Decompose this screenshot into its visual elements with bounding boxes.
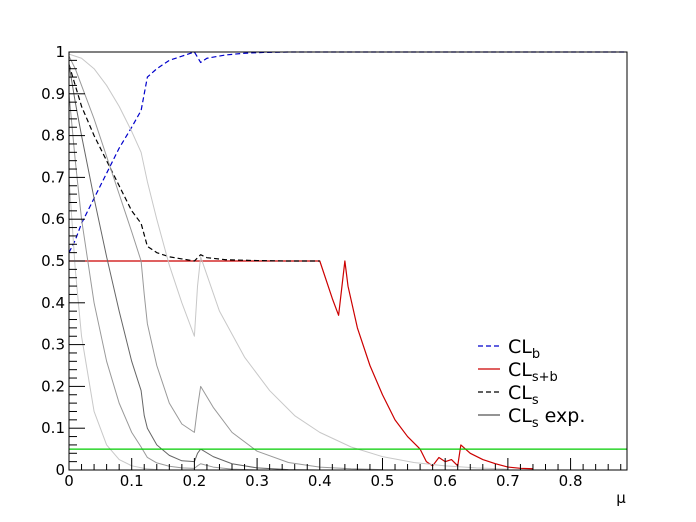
y-tick-label: 0.2 (41, 377, 65, 395)
legend-label-clb: CLb (508, 336, 540, 362)
axis-layer: 0 0.1 0.2 0.3 0.4 0.5 0.6 0.7 0.8 0 0.1 0.2 0.3 0.4 0.… (41, 43, 622, 490)
y-tick-label: 0.1 (41, 419, 65, 437)
legend-label-clsexp: CLs exp. (508, 405, 585, 431)
y-tick-label: 0.9 (41, 85, 65, 103)
y-tick-label: 0 (55, 461, 65, 479)
x-tick-label: 0 (64, 472, 74, 490)
y-tick-label: 0.4 (41, 294, 65, 312)
x-tick-label: 0.3 (245, 472, 269, 490)
y-tick-label: 1 (55, 43, 65, 61)
series-cls (68, 64, 320, 262)
x-axis-title: μ (616, 489, 626, 507)
series-band_lo1 (68, 93, 258, 471)
series-band_med (68, 64, 320, 471)
y-tick-label: 0.6 (41, 210, 65, 228)
x-tick-label: 0.7 (496, 472, 520, 490)
y-tick-label: 0.8 (41, 127, 65, 145)
x-tick-label: 0.4 (308, 472, 332, 490)
y-tick-label: 0.5 (41, 252, 65, 270)
x-tick-label: 0.8 (559, 472, 583, 490)
x-tick-label: 0.6 (433, 472, 457, 490)
x-tick-label: 0.1 (120, 472, 144, 490)
y-tick-label: 0.7 (41, 168, 65, 186)
y-tick-label: 0.3 (41, 336, 65, 354)
series-band_hi1 (68, 55, 383, 471)
series-band_hi2 (68, 53, 508, 470)
x-tick-label: 0.2 (182, 472, 206, 490)
legend-label-clsb: CLs+b (508, 359, 558, 385)
x-tick-label: 0.5 (371, 472, 395, 490)
legend-label-cls: CLs (508, 382, 539, 408)
series-clsb (69, 260, 533, 470)
